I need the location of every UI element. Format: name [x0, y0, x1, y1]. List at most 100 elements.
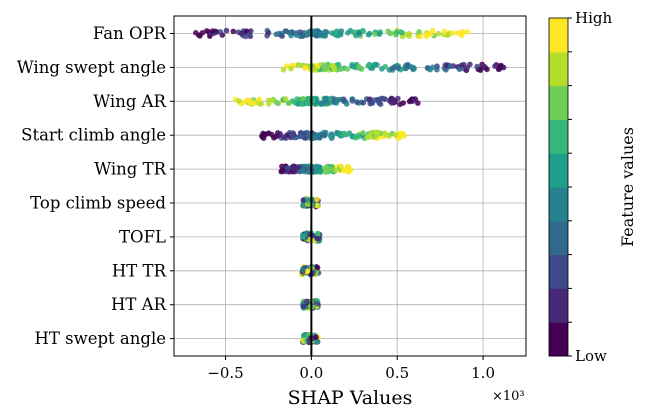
data-point [302, 65, 309, 71]
data-point [322, 169, 329, 175]
colorbar-segment [549, 220, 568, 256]
data-point [279, 167, 285, 173]
data-point [400, 100, 407, 106]
x-axis-scale-label: ×10³ [492, 389, 525, 404]
feature-label: TOFL [119, 227, 166, 246]
data-point [484, 66, 490, 73]
data-point [323, 164, 330, 171]
data-point [204, 28, 210, 34]
data-point [337, 31, 344, 38]
data-point [314, 235, 321, 242]
data-point [236, 98, 242, 104]
data-point [342, 131, 348, 137]
data-point [238, 30, 244, 37]
data-point [300, 232, 306, 239]
data-point [281, 134, 288, 140]
data-point [415, 100, 421, 106]
data-point [347, 167, 354, 173]
data-point [376, 31, 383, 37]
data-point [288, 65, 294, 72]
data-point [464, 65, 470, 71]
colorbar-title: Feature values [618, 127, 637, 247]
data-point [365, 63, 372, 69]
data-point [297, 29, 304, 35]
data-point [356, 63, 362, 70]
feature-label: Wing TR [94, 160, 166, 179]
data-point [323, 95, 329, 102]
data-point [300, 33, 306, 39]
x-tick-label: 1.0 [471, 364, 495, 382]
data-point [373, 132, 380, 139]
data-point [328, 166, 335, 172]
data-point [303, 298, 309, 305]
plot-frame [173, 15, 527, 357]
feature-label: HT TR [112, 261, 167, 280]
feature-label: Fan OPR [93, 24, 167, 43]
data-point [376, 100, 382, 106]
data-point [354, 99, 360, 105]
data-point [322, 29, 328, 35]
data-point [449, 30, 456, 36]
data-point [349, 96, 356, 102]
data-point [406, 30, 413, 37]
data-point [293, 32, 300, 38]
feature-label: HT swept angle [34, 329, 166, 348]
data-point [314, 264, 321, 271]
data-point [350, 29, 357, 36]
data-point [196, 32, 202, 38]
data-point [338, 163, 345, 170]
x-tick-label: 0.5 [385, 364, 409, 382]
data-point [404, 62, 411, 69]
data-point [301, 303, 307, 310]
data-point [223, 27, 230, 34]
data-point [300, 96, 307, 102]
data-point [389, 65, 396, 72]
data-point [322, 33, 329, 39]
data-point [316, 164, 323, 170]
colorbar-low-label: Low [575, 347, 607, 365]
feature-label: Start climb angle [21, 126, 166, 145]
data-point [342, 167, 349, 174]
data-point [492, 63, 498, 69]
data-point [447, 63, 454, 70]
data-point [260, 135, 267, 141]
data-point [289, 29, 295, 36]
data-point [366, 30, 373, 37]
data-point [395, 95, 401, 102]
data-point [398, 130, 405, 137]
data-point [399, 29, 405, 36]
data-point [435, 30, 442, 37]
data-point [458, 30, 465, 36]
data-point [282, 28, 289, 34]
data-point [315, 230, 321, 237]
data-point [394, 29, 400, 35]
data-point [323, 66, 329, 72]
data-point [314, 196, 320, 203]
data-point [217, 29, 224, 35]
data-point [366, 96, 372, 103]
data-point [300, 197, 307, 203]
data-point [294, 96, 300, 102]
data-point [295, 62, 302, 68]
colorbar-segment [549, 288, 568, 323]
data-point [428, 30, 435, 37]
data-point [417, 33, 424, 40]
data-point [360, 100, 367, 106]
data-point [360, 130, 366, 136]
colorbar-segment [549, 85, 568, 120]
data-point [300, 164, 307, 170]
colorbar-segment [549, 51, 568, 87]
data-point [385, 28, 391, 35]
data-point [464, 29, 471, 35]
data-point [286, 100, 292, 106]
data-point [284, 63, 290, 69]
data-point [382, 63, 389, 70]
data-point [295, 164, 302, 170]
data-point [301, 130, 308, 137]
axes [170, 15, 527, 357]
data-point [251, 99, 258, 106]
data-point [314, 132, 321, 139]
data-point [337, 66, 344, 73]
data-point [406, 98, 413, 105]
x-axis-label: SHAP Values [288, 387, 413, 409]
